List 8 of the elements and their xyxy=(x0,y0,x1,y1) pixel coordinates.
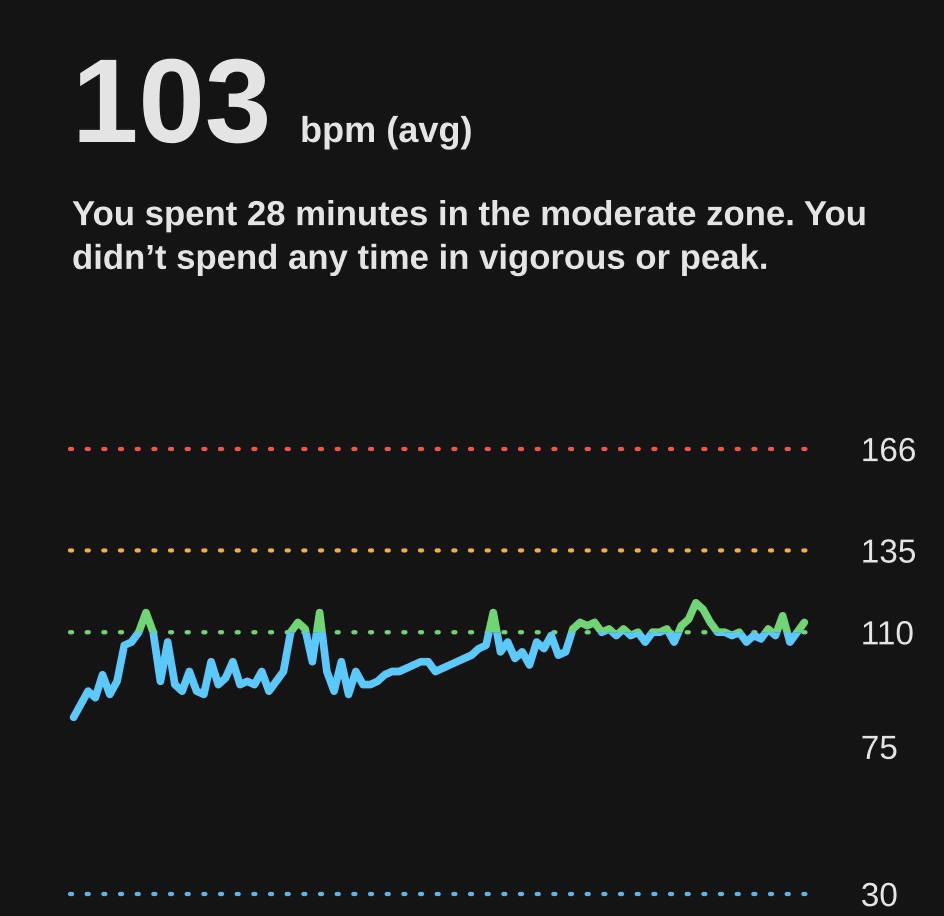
y-tick-label: 75 xyxy=(862,736,896,760)
chart-subtitle: bpm (avg) xyxy=(302,116,471,150)
y-tick-label: 110 xyxy=(863,621,913,645)
text: You spent 28 minutes in the moderate zone. You didn’t spend any time in vigorous or peak. xyxy=(72,200,865,276)
y-tick-label: 135 xyxy=(863,539,915,563)
chart-title: 103 xyxy=(80,58,267,144)
y-tick-label: 30 xyxy=(862,882,897,906)
y-tick-label: 166 xyxy=(863,438,915,462)
